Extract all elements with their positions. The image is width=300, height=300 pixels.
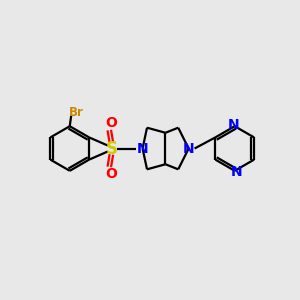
Text: O: O xyxy=(105,167,117,182)
Text: O: O xyxy=(105,116,117,130)
Text: N: N xyxy=(183,142,194,155)
Text: N: N xyxy=(227,118,239,132)
Text: S: S xyxy=(105,140,117,158)
Text: Br: Br xyxy=(69,106,84,119)
Text: N: N xyxy=(137,142,148,155)
Text: N: N xyxy=(230,165,242,179)
